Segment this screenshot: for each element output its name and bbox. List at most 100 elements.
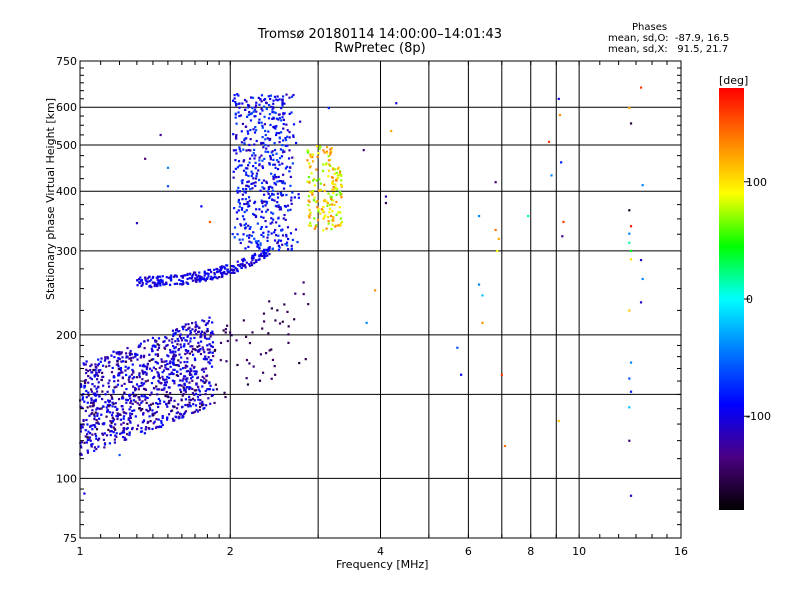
data-point bbox=[311, 191, 314, 194]
data-point bbox=[189, 331, 192, 334]
data-points bbox=[79, 86, 644, 497]
data-point bbox=[106, 355, 109, 359]
data-point bbox=[274, 111, 277, 115]
data-point bbox=[87, 381, 90, 384]
data-point bbox=[191, 379, 194, 382]
data-point bbox=[213, 268, 216, 271]
data-point bbox=[497, 237, 500, 240]
data-point bbox=[175, 407, 179, 410]
data-point bbox=[481, 321, 484, 324]
data-point bbox=[309, 213, 312, 216]
data-point bbox=[177, 347, 181, 351]
data-point bbox=[261, 327, 264, 330]
data-point bbox=[232, 170, 235, 173]
data-point bbox=[122, 427, 125, 430]
data-point bbox=[152, 376, 155, 380]
data-point bbox=[138, 373, 141, 376]
data-point bbox=[267, 332, 270, 335]
data-point bbox=[275, 117, 278, 120]
data-point bbox=[258, 118, 261, 121]
data-point bbox=[98, 437, 101, 440]
data-point bbox=[242, 319, 245, 322]
data-point bbox=[285, 93, 288, 96]
data-point bbox=[179, 372, 182, 375]
data-point bbox=[249, 96, 253, 99]
data-point bbox=[189, 345, 192, 348]
data-point bbox=[324, 163, 328, 166]
data-point bbox=[261, 136, 264, 139]
data-point bbox=[131, 402, 134, 405]
data-point bbox=[100, 378, 103, 382]
data-point bbox=[180, 399, 183, 402]
data-point bbox=[328, 159, 332, 162]
data-point bbox=[179, 390, 183, 394]
data-point bbox=[209, 384, 212, 387]
data-point bbox=[249, 226, 252, 229]
data-point bbox=[183, 412, 186, 416]
data-point bbox=[235, 122, 238, 125]
data-point bbox=[202, 403, 205, 406]
data-point bbox=[250, 263, 253, 267]
data-point bbox=[234, 159, 237, 162]
data-point bbox=[150, 381, 154, 385]
data-point bbox=[153, 283, 157, 286]
data-point bbox=[197, 349, 200, 352]
data-point bbox=[218, 270, 222, 273]
data-point bbox=[286, 310, 289, 314]
data-point bbox=[313, 184, 316, 187]
data-point bbox=[168, 339, 171, 342]
data-point bbox=[98, 395, 101, 398]
data-point bbox=[307, 199, 310, 202]
data-point bbox=[191, 345, 194, 348]
data-point bbox=[332, 167, 335, 170]
data-point bbox=[122, 431, 126, 434]
data-point bbox=[161, 375, 164, 378]
data-point bbox=[145, 279, 148, 283]
data-point bbox=[628, 106, 631, 110]
data-point bbox=[203, 335, 207, 338]
data-point bbox=[177, 384, 180, 387]
data-point bbox=[79, 427, 82, 430]
data-point bbox=[161, 279, 164, 282]
data-point bbox=[109, 419, 112, 423]
data-point bbox=[91, 405, 94, 408]
data-point bbox=[140, 401, 143, 404]
data-point bbox=[258, 208, 261, 211]
data-point bbox=[216, 277, 219, 280]
data-point bbox=[211, 321, 214, 324]
data-point bbox=[129, 421, 132, 424]
data-point bbox=[85, 368, 88, 371]
data-point bbox=[89, 425, 92, 428]
data-point bbox=[241, 260, 245, 263]
data-point bbox=[221, 273, 224, 276]
data-point bbox=[256, 222, 259, 225]
data-point bbox=[280, 119, 283, 122]
data-point bbox=[336, 167, 339, 171]
data-point bbox=[316, 200, 319, 203]
data-point bbox=[166, 362, 169, 366]
data-point bbox=[264, 252, 267, 255]
data-point bbox=[238, 205, 241, 208]
data-point bbox=[185, 380, 188, 383]
data-point bbox=[272, 106, 275, 110]
data-point bbox=[175, 411, 178, 415]
data-point bbox=[339, 224, 342, 227]
data-point bbox=[95, 428, 99, 431]
data-point bbox=[210, 344, 213, 348]
data-point bbox=[81, 406, 84, 409]
data-point bbox=[205, 277, 209, 280]
y-tick-label: 600 bbox=[56, 101, 77, 114]
data-point bbox=[269, 158, 272, 161]
data-point bbox=[160, 419, 163, 423]
data-point bbox=[246, 164, 250, 167]
data-point bbox=[186, 351, 189, 354]
data-point bbox=[88, 432, 92, 435]
data-point bbox=[288, 112, 291, 115]
data-point bbox=[106, 357, 110, 360]
data-point bbox=[277, 249, 281, 252]
data-point bbox=[329, 151, 332, 154]
data-point bbox=[319, 145, 322, 148]
data-point bbox=[172, 368, 175, 371]
data-point bbox=[180, 279, 183, 283]
